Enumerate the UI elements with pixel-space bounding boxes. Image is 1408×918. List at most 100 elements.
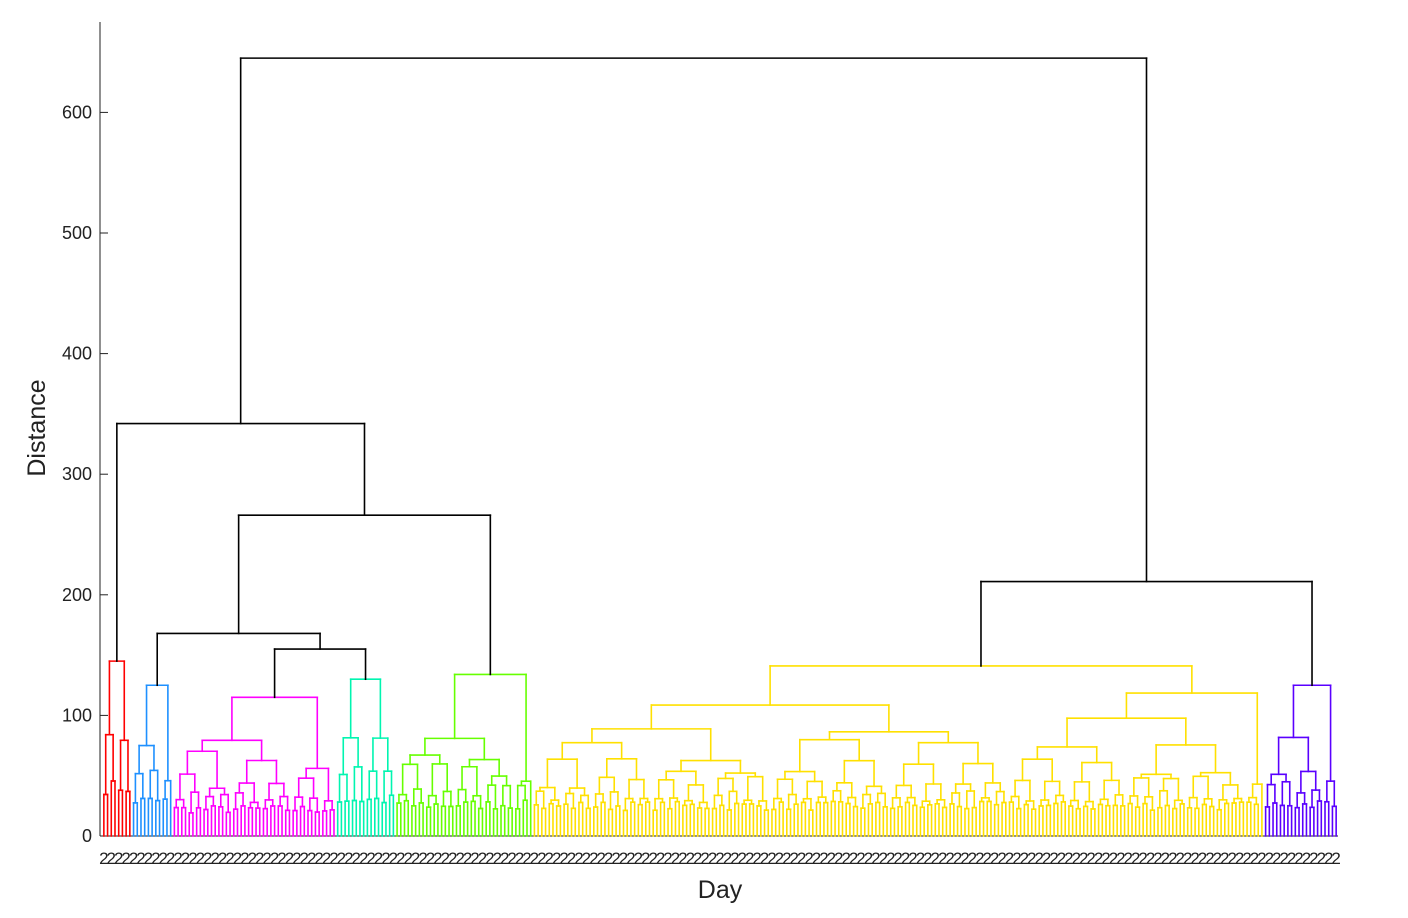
leaf-label: 2 xyxy=(1324,849,1333,868)
leaf-label: 2 xyxy=(1109,849,1118,868)
leaf-label: 2 xyxy=(426,849,435,868)
leaf-label: 2 xyxy=(218,849,227,868)
dendrogram-tree xyxy=(103,57,1337,837)
leaf-label: 2 xyxy=(352,849,361,868)
leaf-label: 2 xyxy=(767,849,776,868)
leaf-label: 2 xyxy=(455,849,464,868)
y-tick-label: 0 xyxy=(82,826,92,846)
leaf-label: 2 xyxy=(173,849,182,868)
leaf-label: 2 xyxy=(210,849,219,868)
leaf-label: 2 xyxy=(1190,849,1199,868)
leaf-labels: 2222222222222222222222222222222222222222… xyxy=(99,849,1341,868)
leaf-label: 2 xyxy=(1198,849,1207,868)
leaf-label: 2 xyxy=(433,849,442,868)
leaf-label: 2 xyxy=(1213,849,1222,868)
leaf-label: 2 xyxy=(270,849,279,868)
leaf-label: 2 xyxy=(990,849,999,868)
leaf-label: 2 xyxy=(1012,849,1021,868)
leaf-label: 2 xyxy=(1146,849,1155,868)
leaf-label: 2 xyxy=(522,849,531,868)
leaf-label: 2 xyxy=(203,849,212,868)
leaf-label: 2 xyxy=(493,849,502,868)
leaf-label: 2 xyxy=(107,849,116,868)
y-axis-ticks: 0 100 200 300 400 500 600 xyxy=(62,102,108,846)
leaf-label: 2 xyxy=(671,849,680,868)
leaf-label: 2 xyxy=(292,849,301,868)
leaf-label: 2 xyxy=(1317,849,1326,868)
leaf-label: 2 xyxy=(567,849,576,868)
leaf-label: 2 xyxy=(196,849,205,868)
leaf-label: 2 xyxy=(441,849,450,868)
leaf-label: 2 xyxy=(181,849,190,868)
leaf-label: 2 xyxy=(225,849,234,868)
leaf-label: 2 xyxy=(1086,849,1095,868)
leaf-label: 2 xyxy=(968,849,977,868)
leaf-label: 2 xyxy=(1205,849,1214,868)
leaf-label: 2 xyxy=(997,849,1006,868)
leaf-label: 2 xyxy=(151,849,160,868)
leaf-label: 2 xyxy=(975,849,984,868)
leaf-label: 2 xyxy=(634,849,643,868)
leaf-label: 2 xyxy=(945,849,954,868)
leaf-label: 2 xyxy=(931,849,940,868)
leaf-label: 2 xyxy=(389,849,398,868)
leaf-label: 2 xyxy=(1161,849,1170,868)
leaf-label: 2 xyxy=(745,849,754,868)
leaf-label: 2 xyxy=(537,849,546,868)
leaf-label: 2 xyxy=(678,849,687,868)
leaf-label: 2 xyxy=(1049,849,1058,868)
leaf-label: 2 xyxy=(233,849,242,868)
leaf-label: 2 xyxy=(611,849,620,868)
leaf-label: 2 xyxy=(329,849,338,868)
leaf-label: 2 xyxy=(515,849,524,868)
leaf-label: 2 xyxy=(166,849,175,868)
leaf-label: 2 xyxy=(307,849,316,868)
leaf-label: 2 xyxy=(1027,849,1036,868)
leaf-label: 2 xyxy=(760,849,769,868)
y-axis-title: Distance xyxy=(23,379,51,476)
leaf-label: 2 xyxy=(849,849,858,868)
leaf-label: 2 xyxy=(812,849,821,868)
leaf-label: 2 xyxy=(1124,849,1133,868)
leaf-label: 2 xyxy=(403,849,412,868)
leaf-label: 2 xyxy=(953,849,962,868)
leaf-label: 2 xyxy=(908,849,917,868)
leaf-label: 2 xyxy=(663,849,672,868)
leaf-label: 2 xyxy=(1302,849,1311,868)
leaf-label: 2 xyxy=(686,849,695,868)
leaf-label: 2 xyxy=(485,849,494,868)
leaf-label: 2 xyxy=(359,849,368,868)
leaf-label: 2 xyxy=(129,849,138,868)
leaf-label: 2 xyxy=(411,849,420,868)
leaf-label: 2 xyxy=(545,849,554,868)
leaf-label: 2 xyxy=(463,849,472,868)
leaf-label: 2 xyxy=(552,849,561,868)
leaf-label: 2 xyxy=(886,849,895,868)
leaf-label: 2 xyxy=(559,849,568,868)
leaf-label: 2 xyxy=(723,849,732,868)
leaf-label: 2 xyxy=(121,849,130,868)
leaf-label: 2 xyxy=(1272,849,1281,868)
leaf-label: 2 xyxy=(300,849,309,868)
leaf-label: 2 xyxy=(834,849,843,868)
leaf-label: 2 xyxy=(1331,849,1340,868)
leaf-label: 2 xyxy=(1005,849,1014,868)
leaf-label: 2 xyxy=(99,849,108,868)
leaf-label: 2 xyxy=(619,849,628,868)
leaf-label: 2 xyxy=(1057,849,1066,868)
leaf-label: 2 xyxy=(589,849,598,868)
leaf-label: 2 xyxy=(1227,849,1236,868)
leaf-label: 2 xyxy=(507,849,516,868)
leaf-label: 2 xyxy=(396,849,405,868)
leaf-label: 2 xyxy=(641,849,650,868)
leaf-label: 2 xyxy=(248,849,257,868)
leaf-label: 2 xyxy=(1168,849,1177,868)
leaf-label: 2 xyxy=(789,849,798,868)
leaf-label: 2 xyxy=(448,849,457,868)
leaf-label: 2 xyxy=(1287,849,1296,868)
leaf-label: 2 xyxy=(752,849,761,868)
leaf-label: 2 xyxy=(314,849,323,868)
leaf-label: 2 xyxy=(1020,849,1029,868)
leaf-label: 2 xyxy=(983,849,992,868)
